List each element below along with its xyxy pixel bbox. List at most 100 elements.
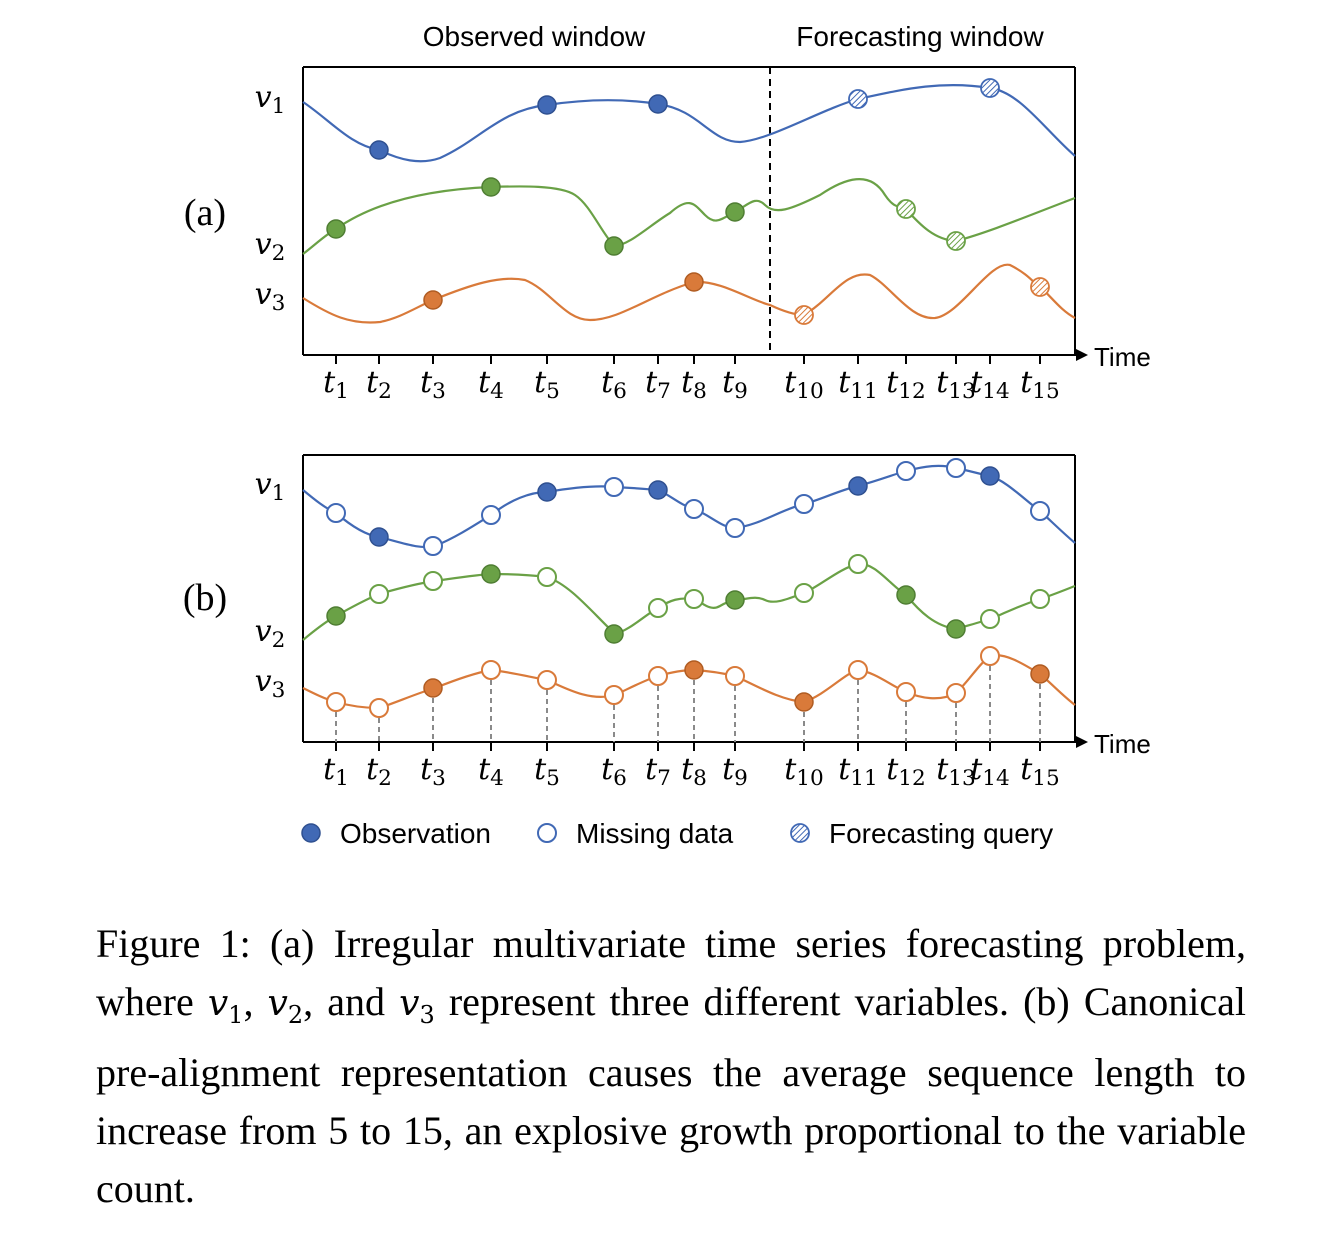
points-b (326, 458, 1050, 718)
forecast-query-point (1030, 277, 1050, 297)
var-label-v2-b: v2 (255, 614, 286, 653)
tick-label: t7 (645, 365, 671, 404)
missing-data-point (537, 567, 557, 587)
missing-data-point (604, 477, 624, 497)
observation-point (369, 527, 389, 547)
panel-b-label: (b) (183, 577, 227, 619)
observation-point (946, 619, 966, 639)
legend-forecast-icon (790, 823, 810, 843)
observation-point (423, 678, 443, 698)
figure-diagram: Observed window Forecasting window (a) T… (183, 21, 1151, 849)
tick-label: t9 (722, 365, 748, 404)
observation-point (648, 94, 668, 114)
tick-label: t6 (601, 752, 627, 791)
missing-data-point (481, 660, 501, 680)
var-label-v1-b: v1 (255, 467, 286, 506)
tick-label: t13 (936, 365, 976, 404)
missing-data-point (980, 609, 1000, 629)
missing-data-point (946, 458, 966, 478)
series-v1-a (302, 83, 1076, 163)
observation-point (604, 236, 624, 256)
missing-data-point (537, 670, 557, 690)
var-label-v2-a: v2 (255, 227, 286, 266)
missing-data-point (684, 499, 704, 519)
observation-point (326, 606, 346, 626)
tick-label: t1 (323, 752, 349, 791)
missing-data-point (369, 698, 389, 718)
tick-label: t12 (886, 752, 926, 791)
tick-label: t11 (838, 752, 878, 791)
tick-label: t8 (681, 365, 707, 404)
panel-a-label: (a) (184, 192, 226, 234)
observation-point (980, 466, 1000, 486)
tick-label: t11 (838, 365, 878, 404)
panel-a-frame (302, 66, 1076, 355)
observation-point (725, 590, 745, 610)
forecast-query-point (980, 78, 1000, 98)
missing-data-point (896, 461, 916, 481)
observation-point (1030, 664, 1050, 684)
observation-point (896, 585, 916, 605)
observation-point (423, 290, 443, 310)
observation-point (648, 480, 668, 500)
forecast-query-point (946, 231, 966, 251)
observation-point (794, 692, 814, 712)
missing-data-point (369, 584, 389, 604)
tick-label: t3 (420, 752, 446, 791)
missing-data-point (896, 682, 916, 702)
observation-point (537, 482, 557, 502)
tick-label: t3 (420, 365, 446, 404)
missing-data-point (684, 589, 704, 609)
tick-label: t15 (1020, 365, 1060, 404)
missing-data-point (326, 503, 346, 523)
forecast-query-point (848, 89, 868, 109)
observation-point (481, 564, 501, 584)
axis-arrow-icon (1076, 349, 1088, 361)
legend: Observation Missing data Forecasting que… (301, 818, 1053, 849)
missing-data-point (980, 646, 1000, 666)
tick-label: t2 (366, 365, 392, 404)
tick-label: t8 (681, 752, 707, 791)
tick-label: t14 (970, 365, 1010, 404)
missing-data-point (794, 494, 814, 514)
missing-data-point (481, 505, 501, 525)
time-axis-label-a: Time (1094, 342, 1151, 372)
tick-label: t1 (323, 365, 349, 404)
forecast-query-point (794, 305, 814, 325)
missing-data-point (648, 598, 668, 618)
var-label-v3-b: v3 (255, 664, 286, 703)
legend-forecast-label: Forecasting query (829, 818, 1053, 849)
points-a (326, 78, 1050, 325)
observation-point (326, 219, 346, 239)
observation-point (369, 140, 389, 160)
panel-a: Observed window Forecasting window (a) T… (184, 21, 1151, 404)
missing-data-point (648, 666, 668, 686)
legend-observation-label: Observation (340, 818, 491, 849)
missing-data-point (725, 518, 745, 538)
missing-data-point (848, 554, 868, 574)
observation-point (725, 202, 745, 222)
missing-data-point (423, 571, 443, 591)
missing-data-point (946, 683, 966, 703)
missing-data-point (423, 536, 443, 556)
series-v3-a (302, 263, 1076, 324)
figure-caption: Figure 1: (a) Irregular multivariate tim… (96, 921, 1247, 1212)
tick-label: t2 (366, 752, 392, 791)
tick-label: t7 (645, 752, 671, 791)
legend-missing-label: Missing data (576, 818, 734, 849)
var-label-v3-a: v3 (255, 277, 286, 316)
missing-data-point (848, 660, 868, 680)
tick-label: t6 (601, 365, 627, 404)
missing-data-point (1030, 501, 1050, 521)
panel-b: (b) Time v1 v2 v3 t1 t2 t3 t4 t5 t6 t7 t8 t9 t10 t… (183, 454, 1151, 791)
tick-label: t12 (886, 365, 926, 404)
tick-label: t4 (478, 365, 504, 404)
observation-point (537, 95, 557, 115)
tick-label: t9 (722, 752, 748, 791)
axis-arrow-icon (1076, 736, 1088, 748)
missing-data-point (326, 692, 346, 712)
tick-label: t4 (478, 752, 504, 791)
tick-label: t10 (784, 365, 824, 404)
